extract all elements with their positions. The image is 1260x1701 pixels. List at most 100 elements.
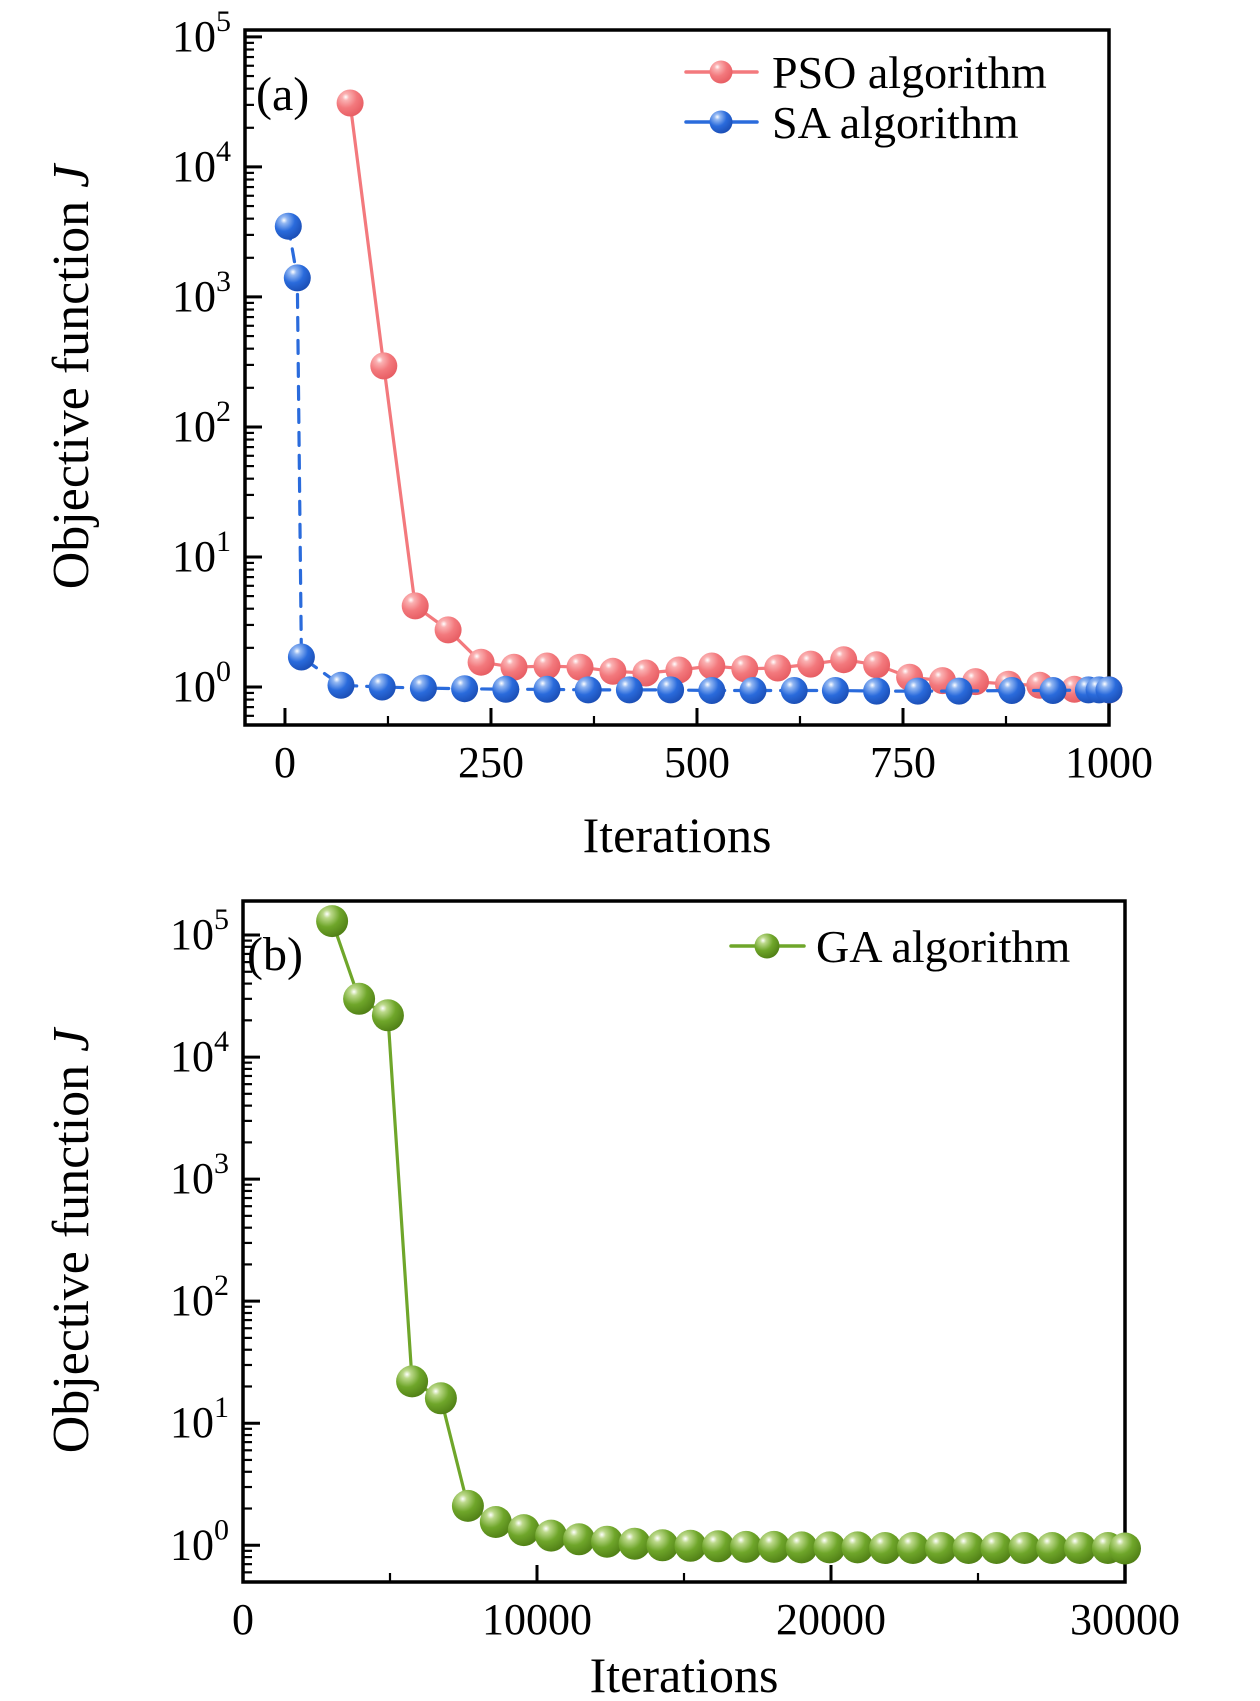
data-point-marker [1039,677,1067,704]
data-point-marker [599,657,627,685]
series-ga-algorithm [316,905,1141,1565]
data-point-marker [863,677,891,705]
panel-a-plot: 100 101 102 103 104 105 0 250 500 750 1000 PSO algo… [43,5,1153,863]
data-point-marker [863,651,891,679]
series-pso-algorithm [336,89,1123,704]
x-tick-label: 1000 [1065,738,1153,787]
y-tick-label: 105 [172,5,231,61]
data-point-marker [327,671,355,699]
data-point-marker [797,650,825,678]
x-tick-label: 20000 [776,1595,886,1644]
y-tick-label: 102 [170,1269,229,1325]
data-point-marker [409,674,437,702]
data-point-marker [533,652,561,680]
y-tick-label: 101 [170,1391,229,1447]
data-point-marker [618,1527,651,1560]
data-point-marker [764,654,792,682]
x-tick-label: 30000 [1070,1595,1180,1644]
series-line [348,101,1111,692]
x-axis-title: Iterations [583,807,772,863]
data-point-marker [698,677,726,704]
data-point-marker [830,646,858,674]
data-point-marker [535,1519,568,1552]
data-point-marker [758,1530,790,1563]
data-point-marker [371,999,404,1032]
legend-item: PSO algorithm [684,47,1047,98]
data-point-marker [731,655,759,683]
y-tick-label: 103 [170,1147,229,1203]
data-point-marker [674,1529,707,1562]
x-tick-label: 750 [870,738,936,787]
legend-marker [754,933,780,959]
legend-item: SA algorithm [684,97,1019,148]
data-point-marker [998,677,1026,704]
data-point-marker [646,1529,679,1562]
data-point-marker [283,264,311,292]
data-point-marker [698,652,726,680]
data-point-marker [945,677,973,705]
data-point-marker [500,653,528,681]
panel-tag: (b) [247,928,303,981]
data-point-marker [343,982,376,1015]
data-point-marker [533,675,561,703]
x-tick-label: 0 [232,1595,254,1644]
data-point-marker [368,673,396,701]
data-point-marker [287,643,315,671]
data-point-marker [467,648,495,676]
x-tick-label: 500 [664,738,730,787]
data-point-marker [316,905,349,938]
panel-tag: (a) [256,68,309,121]
data-point-marker [434,616,462,644]
x-tick-label: 10000 [482,1595,592,1644]
data-point-marker [980,1532,1013,1564]
y-axis-title: Objective functionJ [43,162,100,589]
data-point-marker [904,677,932,705]
data-point-marker [424,1382,457,1415]
y-tick-label: 105 [170,903,229,959]
y-tick-label: 103 [172,265,231,321]
legend-item: GA algorithm [729,921,1070,972]
data-point-marker [739,677,767,704]
data-point-marker [563,1523,595,1556]
data-point-marker [451,675,479,703]
data-point-marker [925,1532,957,1564]
data-point-marker [451,1489,484,1522]
data-point-marker [952,1532,985,1564]
data-point-marker [730,1530,762,1563]
y-axis-title: Objective functionJ [43,1026,100,1453]
legend-marker [709,110,733,134]
data-point-marker [897,1532,929,1564]
data-point-marker [1109,1532,1141,1565]
data-point-marker [1064,1532,1096,1564]
legend-label: GA algorithm [816,921,1070,972]
series-sa-algorithm [274,212,1123,705]
data-point-marker [274,212,302,240]
data-point-marker [492,675,520,703]
y-tick-label: 104 [170,1025,229,1081]
data-point-marker [401,592,429,620]
data-point-marker [479,1506,512,1538]
y-tick-label: 100 [172,655,231,711]
data-point-marker [869,1532,902,1564]
data-point-marker [780,677,808,704]
data-point-marker [657,676,685,704]
data-point-marker [370,352,398,380]
data-point-marker [336,89,364,117]
data-point-marker [615,676,643,704]
data-point-marker [566,653,594,681]
y-tick-label: 100 [170,1513,229,1569]
plot-frame [241,899,1127,1584]
y-tick-label: 104 [172,135,231,191]
panel-b-plot: 100 101 102 103 104 105 0 10000 20000 30000 GA alg… [43,899,1180,1701]
x-tick-label: 0 [274,738,296,787]
data-point-marker [1095,676,1123,704]
data-point-marker [821,677,849,704]
data-point-marker [1036,1532,1069,1564]
legend-marker [709,60,733,84]
plot-frame [243,28,1111,727]
data-point-marker [591,1525,623,1558]
data-point-marker [507,1514,540,1547]
series-line [286,224,1111,693]
data-point-marker [1008,1532,1041,1564]
